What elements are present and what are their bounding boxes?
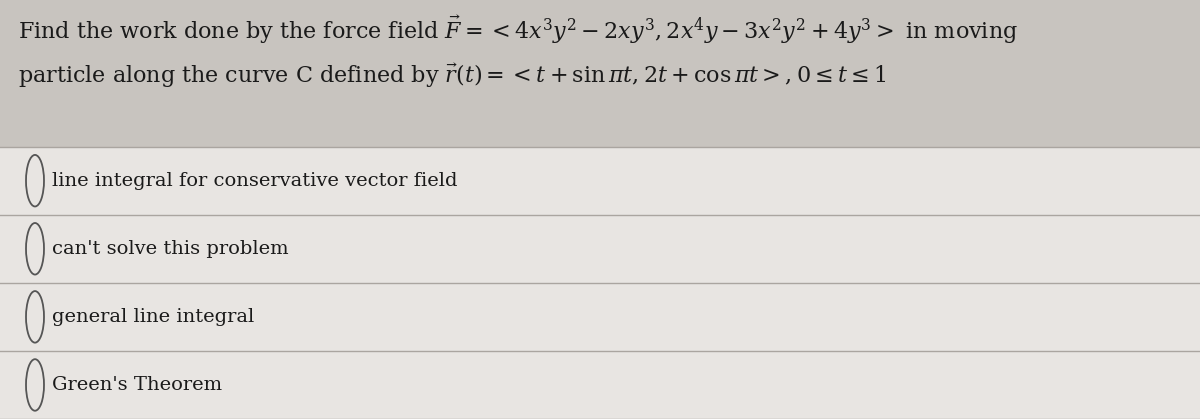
Text: particle along the curve C defined by $\vec{r}(t) =< t + \sin \pi t, 2t + \cos \: particle along the curve C defined by $\…	[18, 62, 887, 91]
Bar	[0, 0, 1200, 147]
Text: can't solve this problem: can't solve this problem	[52, 240, 289, 258]
Text: general line integral: general line integral	[52, 308, 254, 326]
Text: Green's Theorem: Green's Theorem	[52, 376, 222, 394]
Text: line integral for conservative vector field: line integral for conservative vector fi…	[52, 172, 457, 190]
Bar	[0, 147, 1200, 419]
Text: Find the work done by the force field $\vec{F} =< 4x^3y^2 - 2xy^3, 2x^4y - 3x^2y: Find the work done by the force field $\…	[18, 14, 1018, 47]
